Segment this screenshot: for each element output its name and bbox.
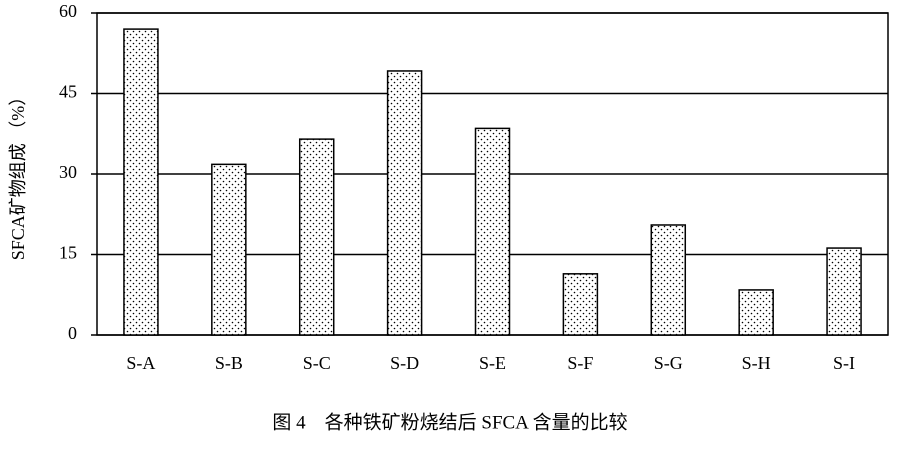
bar <box>562 273 599 336</box>
bar <box>826 247 862 336</box>
y-tick-label: 45 <box>59 82 77 102</box>
y-tick-label: 60 <box>59 1 77 21</box>
bar <box>123 28 159 336</box>
x-tick-label: S-F <box>567 353 593 373</box>
x-tick-label: S-I <box>833 353 855 373</box>
bar <box>386 70 423 336</box>
x-tick-label: S-C <box>303 353 331 373</box>
bar <box>474 127 511 336</box>
x-tick-label: S-G <box>654 353 683 373</box>
bar <box>650 224 687 336</box>
bar <box>298 138 335 336</box>
y-tick-label: 30 <box>59 162 77 182</box>
y-axis-title: SFCA矿物组成 （%） <box>8 88 28 261</box>
x-tick-label: S-A <box>126 353 155 373</box>
y-tick-label: 0 <box>68 323 77 343</box>
bar <box>738 289 774 336</box>
x-tick-label: S-D <box>390 353 419 373</box>
x-tick-label: S-E <box>479 353 506 373</box>
x-tick-label: S-B <box>215 353 243 373</box>
x-tick-label: S-H <box>742 353 771 373</box>
y-tick-label: 15 <box>59 243 77 263</box>
bar <box>211 163 247 336</box>
caption: 图 4 各种铁矿粉烧结后 SFCA 含量的比较 <box>272 411 627 433</box>
